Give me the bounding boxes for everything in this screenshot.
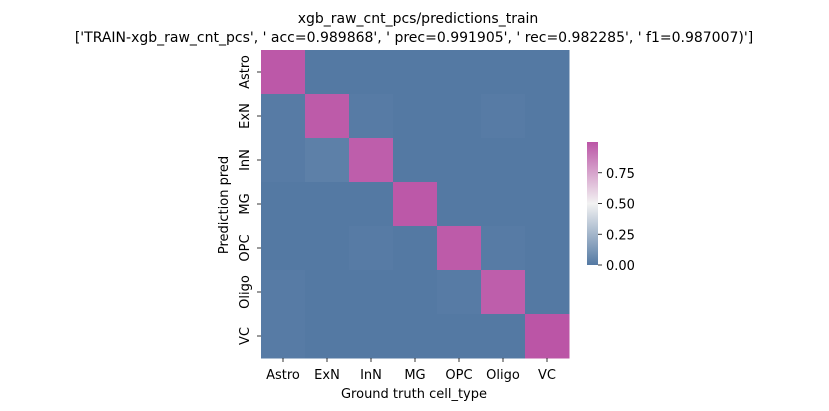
heatmap-cell (481, 50, 526, 95)
heatmap-cell (349, 94, 394, 139)
heatmap-cell (261, 138, 306, 183)
x-axis-ticks: Astro ExN InN MG OPC Oligo VC (266, 358, 556, 383)
heatmap-cell (525, 94, 570, 139)
heatmap-cell (525, 314, 570, 359)
heatmap-cell (481, 94, 526, 139)
heatmap-cell (437, 314, 482, 359)
heatmap-cell (305, 94, 350, 139)
heatmap-cell (349, 138, 394, 183)
heatmap-cell (393, 138, 438, 183)
heatmap-cell (349, 314, 394, 359)
heatmap-cell (305, 138, 350, 183)
heatmap-cell (393, 226, 438, 271)
x-tick-label: OPC (445, 368, 472, 383)
heatmap-cell (305, 50, 350, 95)
heatmap-cell (481, 226, 526, 271)
heatmap-cell (525, 226, 570, 271)
colorbar-tick-label: 0.25 (606, 228, 635, 243)
x-axis-label: Ground truth cell_type (341, 387, 487, 402)
heatmap-cell (525, 182, 570, 227)
heatmap-cell (437, 138, 482, 183)
colorbar-tick-label: 0.75 (606, 167, 635, 182)
chart-title: xgb_raw_cnt_pcs/predictions_train (298, 11, 539, 27)
heatmap-cell (481, 182, 526, 227)
heatmap-cell (305, 182, 350, 227)
heatmap-cell (481, 270, 526, 315)
colorbar-ticks: 0.00 0.25 0.50 0.75 (598, 167, 635, 274)
heatmap-cell (261, 94, 306, 139)
heatmap-cell (481, 314, 526, 359)
heatmap-cell (349, 226, 394, 271)
y-tick-label: Oligo (238, 275, 253, 309)
heatmap-cell (525, 50, 570, 95)
heatmap-cell (261, 270, 306, 315)
heatmap-cell (437, 182, 482, 227)
heatmap-cell (261, 226, 306, 271)
heatmap-cell (437, 94, 482, 139)
y-tick-label: Astro (238, 55, 253, 89)
y-axis-label: Prediction pred (217, 156, 232, 254)
y-axis-ticks: Astro ExN InN MG OPC Oligo VC (238, 55, 261, 345)
heatmap-cell (525, 138, 570, 183)
heatmap-cell (349, 182, 394, 227)
chart-subtitle: ['TRAIN-xgb_raw_cnt_pcs', ' acc=0.989868… (75, 30, 753, 46)
y-tick-label: InN (238, 149, 253, 171)
heatmap-cell (437, 270, 482, 315)
heatmap-cell (393, 94, 438, 139)
y-tick-label: OPC (238, 234, 253, 261)
heatmap-cell (349, 270, 394, 315)
heatmap-cell (305, 270, 350, 315)
heatmap-cell (525, 270, 570, 315)
heatmap-cell (393, 270, 438, 315)
heatmap-cell (261, 50, 306, 95)
heatmap-cell (349, 50, 394, 95)
heatmap-cell (393, 50, 438, 95)
x-tick-label: MG (404, 368, 425, 383)
colorbar-tick-label: 0.50 (606, 198, 635, 213)
heatmap-cell (481, 138, 526, 183)
colorbar-tick-label: 0.00 (606, 259, 635, 274)
y-tick-label: VC (238, 327, 253, 345)
y-tick-label: ExN (238, 103, 253, 129)
heatmap-cell (437, 50, 482, 95)
heatmap-cell (305, 314, 350, 359)
heatmap-cell (393, 314, 438, 359)
heatmap-cell (261, 314, 306, 359)
heatmap-cell (437, 226, 482, 271)
x-tick-label: Oligo (486, 368, 520, 383)
colorbar (587, 142, 598, 265)
x-tick-label: Astro (266, 368, 300, 383)
heatmap-cell (261, 182, 306, 227)
heatmap-cells (261, 50, 570, 359)
heatmap-cell (393, 182, 438, 227)
heatmap-cell (305, 226, 350, 271)
x-tick-label: VC (538, 368, 556, 383)
x-tick-label: InN (360, 368, 382, 383)
x-tick-label: ExN (314, 368, 340, 383)
y-tick-label: MG (238, 193, 253, 214)
